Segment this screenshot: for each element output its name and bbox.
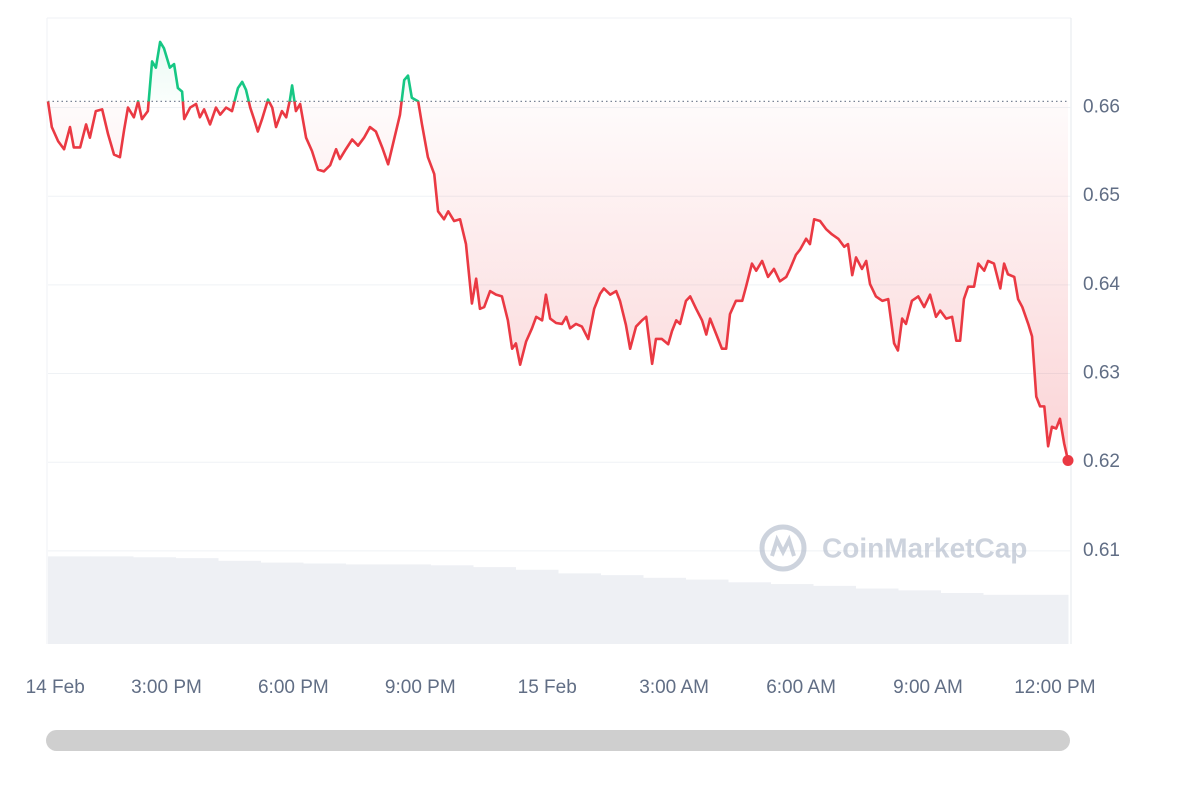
axes: 0.61 0.62 0.63 0.64 0.65 0.66 14 Feb 3:00 PM 6:0… (26, 97, 1121, 698)
volume-bar (770, 584, 814, 644)
volume-bar (685, 579, 729, 644)
volume-bar (558, 573, 601, 644)
y-tick-label: 0.62 (1083, 451, 1120, 472)
x-tick-label: 6:00 AM (766, 677, 836, 698)
scrollbar[interactable] (46, 730, 1070, 751)
y-tick-label: 0.63 (1083, 363, 1120, 384)
watermark-logo-mark (770, 534, 796, 557)
price-line (46, 40, 1070, 461)
volume-bar (473, 567, 516, 644)
watermark: CoinMarketCap (759, 524, 1027, 572)
y-tick-label: 0.61 (1083, 540, 1120, 561)
x-tick-label: 15 Feb (518, 677, 577, 698)
volume-bar (898, 590, 941, 644)
watermark-logo (759, 524, 807, 572)
volume-bar (48, 556, 91, 644)
volume-bar (643, 577, 686, 644)
volume-bar (600, 575, 644, 644)
x-tick-label: 14 Feb (26, 677, 85, 698)
x-tick-label: 12:00 PM (1014, 677, 1095, 698)
y-tick-label: 0.65 (1083, 185, 1120, 206)
last-point (1062, 454, 1074, 466)
x-tick-label: 3:00 AM (639, 677, 709, 698)
volume-bar (345, 564, 389, 644)
volume (48, 556, 1069, 644)
x-tick-label: 9:00 PM (385, 677, 456, 698)
volume-bar (260, 562, 304, 644)
y-tick-label: 0.66 (1083, 97, 1120, 118)
plot (46, 40, 1074, 466)
watermark-text: CoinMarketCap (822, 532, 1027, 563)
volume-bar (1025, 594, 1069, 644)
volume-bar (133, 557, 176, 644)
volume-bar (218, 560, 261, 644)
volume-bar (430, 565, 474, 644)
x-tick-label: 9:00 AM (893, 677, 963, 698)
volume-bar (303, 563, 346, 644)
x-tick-label: 6:00 PM (258, 677, 329, 698)
volume-bar (940, 593, 984, 644)
volume-bar (983, 594, 1026, 644)
y-tick-label: 0.64 (1083, 274, 1120, 295)
volume-bar (515, 569, 559, 644)
volume-bar (728, 582, 771, 644)
x-tick-label: 3:00 PM (131, 677, 202, 698)
volume-bar (388, 564, 431, 644)
volume-bar (175, 558, 219, 644)
volume-bar (90, 556, 134, 644)
volume-bar (855, 588, 899, 644)
volume-bar (813, 585, 856, 644)
price-area (48, 41, 1068, 461)
